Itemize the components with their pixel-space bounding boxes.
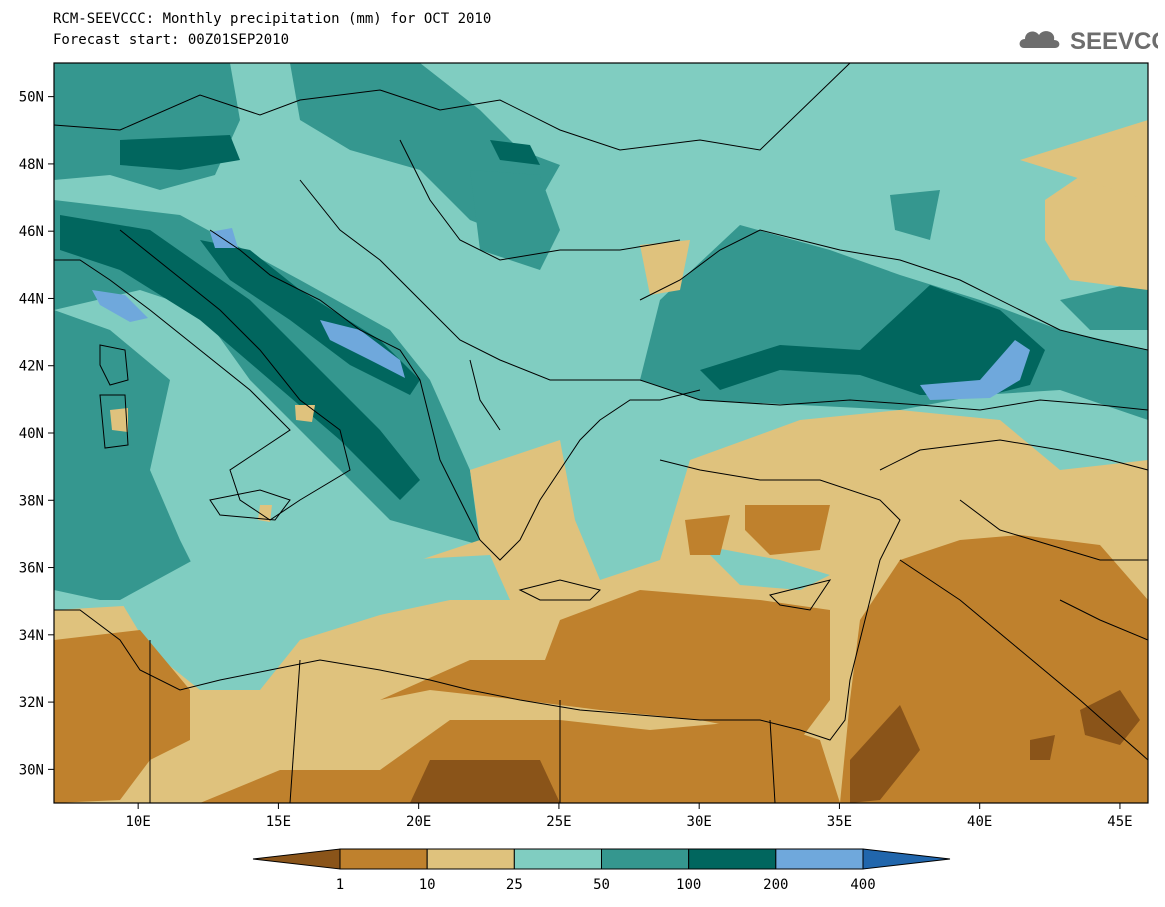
colorbar-legend: 1 10 25 50 100 200 400 [252,848,951,893]
colorbar-swatch-high-arrow [862,848,951,870]
colorbar-label: 25 [506,877,523,893]
lon-tick-label: 25E [546,814,571,830]
colorbar-label: 200 [763,877,788,893]
colorbar-label: 100 [676,877,701,893]
colorbar-swatch [339,848,428,870]
colorbar-label: 1 [336,877,344,893]
lat-tick-label: 48N [19,157,44,173]
seevccc-logo: SEEVCCC [1018,22,1165,56]
colorbar-swatch [775,848,864,870]
lon-tick-label: 10E [126,814,151,830]
forecast-start-subtitle: Forecast start: 00Z01SEP2010 [53,32,290,48]
colorbar-label: 400 [850,877,875,893]
map-title: RCM-SEEVCCC: Monthly precipitation (mm) … [53,11,492,27]
colorbar-swatch [688,848,777,870]
lon-tick-label: 30E [687,814,712,830]
longitude-axis: 10E 15E 20E 25E 30E 35E 40E 45E [126,803,1133,830]
lon-tick-label: 15E [266,814,291,830]
colorbar-swatch [601,848,690,870]
lat-tick-label: 50N [19,90,44,106]
latitude-axis: 50N 48N 46N 44N 42N 40N 38N 36N 34N 32N 30N [19,90,54,778]
lon-tick-label: 35E [827,814,852,830]
lat-tick-label: 34N [19,628,44,644]
lat-tick-label: 32N [19,695,44,711]
lat-tick-label: 38N [19,493,44,509]
lon-tick-label: 45E [1107,814,1132,830]
colorbar-swatch-low-arrow [252,848,341,870]
coastlines-borders [54,63,1148,803]
cloud-icon [1019,31,1060,48]
colorbar-swatch [426,848,515,870]
precipitation-field [54,63,1148,803]
lat-tick-label: 42N [19,359,44,375]
lat-tick-label: 46N [19,224,44,240]
lon-tick-label: 40E [967,814,992,830]
colorbar-swatch [513,848,602,870]
lat-tick-label: 44N [19,291,44,307]
colorbar-label: 50 [593,877,610,893]
lat-tick-label: 30N [19,762,44,778]
lon-tick-label: 20E [406,814,431,830]
lat-tick-label: 36N [19,561,44,577]
colorbar-label: 10 [419,877,436,893]
logo-text: SEEVCCC [1070,28,1158,55]
lat-tick-label: 40N [19,426,44,442]
